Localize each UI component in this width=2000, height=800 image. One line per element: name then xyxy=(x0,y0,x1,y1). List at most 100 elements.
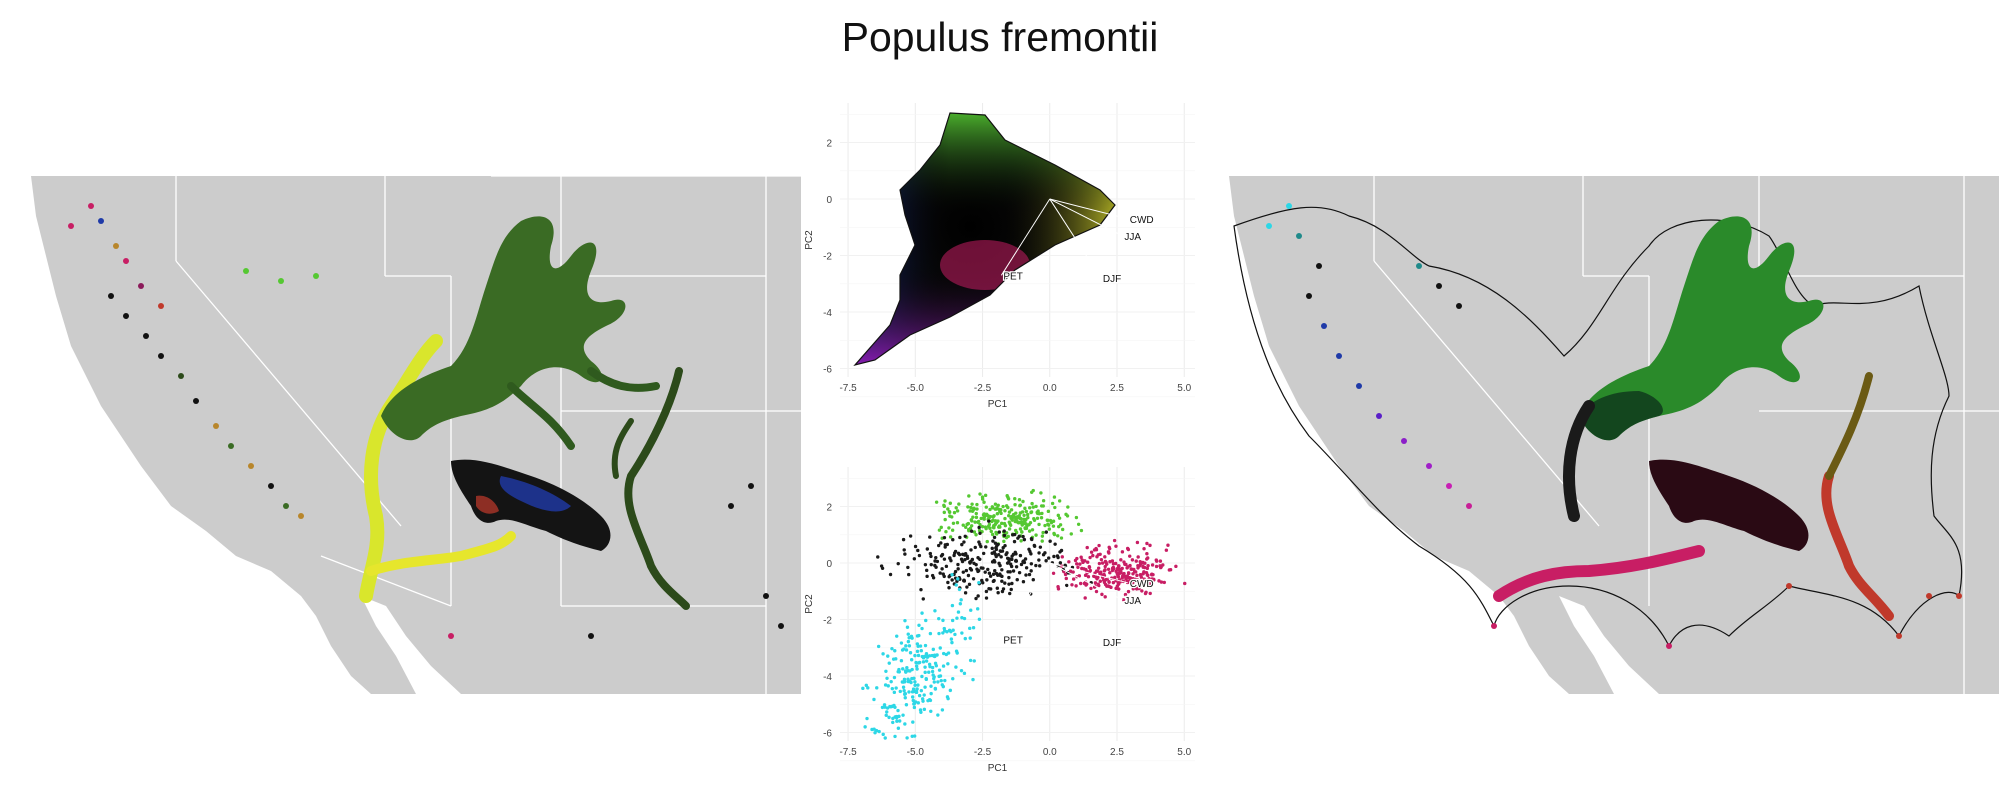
scatter-point xyxy=(1141,572,1145,576)
scatter-point xyxy=(950,573,954,577)
scatter-point xyxy=(1007,513,1011,518)
vector-label-jja: JJA xyxy=(1124,232,1141,243)
scatter-point xyxy=(1022,537,1027,542)
scatter-point xyxy=(968,626,972,631)
scatter-point xyxy=(1126,571,1131,575)
scatter-point xyxy=(918,644,923,648)
scatter-point xyxy=(1076,522,1081,526)
gulf xyxy=(1559,596,1659,694)
scatter-point xyxy=(941,664,946,668)
scatter-point xyxy=(876,555,880,559)
scatter-point xyxy=(940,683,944,687)
scatter-point xyxy=(1174,564,1178,569)
scatter-point xyxy=(1138,559,1142,564)
scatter-point xyxy=(1017,498,1022,502)
scatter-point xyxy=(937,668,942,672)
scatter-point xyxy=(891,720,895,725)
scatter-point xyxy=(1010,554,1014,558)
scatter-point xyxy=(991,572,996,576)
y-tick-label: -4 xyxy=(823,672,832,683)
scatter-point xyxy=(940,708,945,712)
scatter-point xyxy=(897,714,901,719)
scatter-point xyxy=(1113,561,1118,566)
scatter-point xyxy=(969,568,974,572)
scatter-point xyxy=(941,572,945,576)
scatter-point xyxy=(1148,580,1152,584)
scatter-point xyxy=(919,688,924,693)
scatter-point xyxy=(934,500,939,504)
scatter-point xyxy=(1085,545,1089,550)
scatter-point xyxy=(991,579,996,584)
scatter-point xyxy=(915,687,919,691)
scatter-point xyxy=(906,677,910,681)
scatter-point xyxy=(928,535,932,539)
scatter-point xyxy=(944,530,948,534)
scatter-point xyxy=(1051,571,1056,575)
scatter-point xyxy=(931,673,935,677)
scatter-point xyxy=(953,569,958,574)
scatter-point xyxy=(1117,564,1121,568)
scatter-point xyxy=(971,677,975,682)
scatter-point xyxy=(887,661,891,665)
scatter-point xyxy=(1103,595,1107,599)
x-tick-label: 2.5 xyxy=(1110,747,1124,758)
scatter-point xyxy=(1102,572,1106,577)
scatter-point xyxy=(1010,518,1014,522)
scatter-point xyxy=(1183,581,1187,586)
scatter-point xyxy=(1024,522,1028,526)
scatter-point xyxy=(1106,550,1111,554)
scatter-point xyxy=(1003,516,1007,521)
scatter-point xyxy=(977,528,982,533)
scatter-point xyxy=(970,502,974,506)
scatter-point xyxy=(991,515,995,519)
scatter-point xyxy=(1041,530,1045,535)
scatter-point xyxy=(968,658,973,663)
scatter-point xyxy=(969,524,974,528)
scatter-point xyxy=(988,574,993,578)
scatter-point xyxy=(1110,559,1115,563)
scatter-point xyxy=(1064,583,1069,588)
scatter-point xyxy=(956,562,960,567)
scatter-point xyxy=(893,649,897,653)
x-tick-label: -2.5 xyxy=(974,383,992,394)
loading-vector-cwd xyxy=(1049,562,1128,584)
scatter-point xyxy=(943,517,947,522)
scatter-point xyxy=(1002,539,1006,544)
vector-label-cwd: CWD xyxy=(1130,215,1154,226)
scatter-point xyxy=(1051,524,1056,528)
scatter-point xyxy=(1000,579,1004,583)
scatter-point xyxy=(1052,554,1056,559)
scatter-point xyxy=(969,518,974,522)
scatter-point xyxy=(1028,506,1032,510)
scatter-point xyxy=(928,551,933,556)
scatter-point xyxy=(959,668,964,673)
upper-basin-arm xyxy=(507,367,660,450)
scatter-point xyxy=(929,709,933,713)
scatter-point xyxy=(1016,536,1020,540)
scatter-point xyxy=(1032,543,1037,548)
y-tick-label: -4 xyxy=(823,308,832,319)
scatter-point xyxy=(916,644,920,649)
scatter-point xyxy=(908,651,913,655)
scatter-point xyxy=(939,554,944,558)
scatter-point xyxy=(1130,558,1135,562)
scatter-point xyxy=(1044,559,1048,563)
scatter-point xyxy=(890,646,894,651)
scatter-point xyxy=(1056,513,1061,518)
scatter-point xyxy=(962,540,966,544)
scatter-point xyxy=(902,677,907,682)
scatter-point xyxy=(1117,587,1121,591)
right-map xyxy=(1229,176,1999,694)
scatter-point xyxy=(1148,543,1152,548)
scatter-point xyxy=(895,719,899,723)
scatter-point xyxy=(923,670,927,675)
scatter-point xyxy=(1022,513,1026,517)
scatter-point xyxy=(993,502,998,506)
scatter-point xyxy=(1056,534,1060,538)
scatter-point xyxy=(910,690,915,694)
scatter-point xyxy=(916,548,920,553)
scatter-point xyxy=(1073,558,1078,563)
vector-label-pet: PET xyxy=(1003,271,1022,282)
scatter-point xyxy=(988,526,992,530)
scatter-point xyxy=(989,529,993,534)
